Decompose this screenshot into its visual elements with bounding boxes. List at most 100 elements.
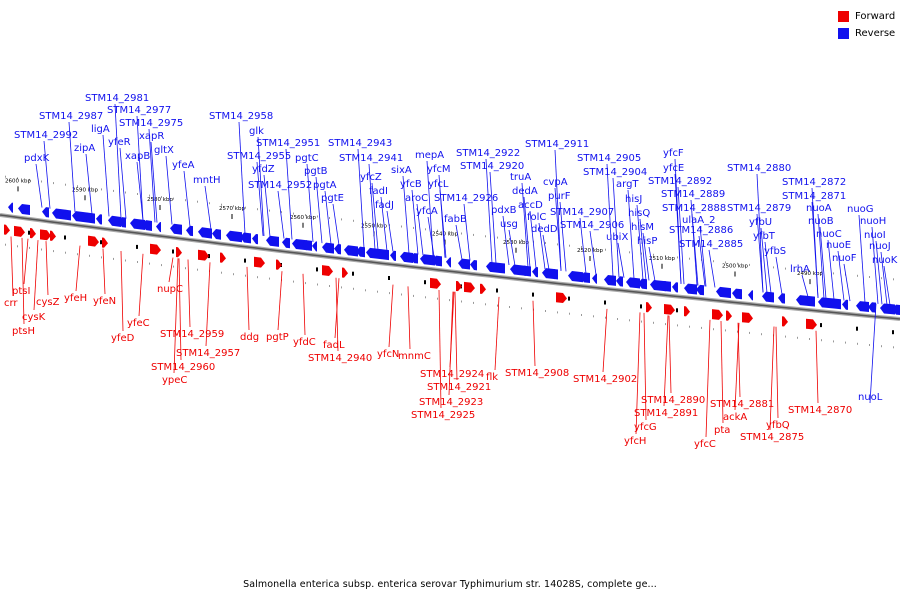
forward-gene-arrow (176, 247, 182, 258)
guide-dot (857, 342, 858, 345)
reverse-gene-label: STM14_2871 (782, 191, 846, 202)
forward-swatch (838, 11, 849, 22)
reverse-label-leader (648, 246, 656, 282)
tick-label: 2500 kbp (722, 263, 748, 269)
reverse-label-leader (371, 182, 379, 250)
reverse-gene-label: STM14_2904 (583, 167, 647, 178)
reverse-gene-label: yfeR (108, 137, 131, 148)
forward-gene-label: flk (486, 372, 498, 383)
reverse-gene-arrow (868, 302, 876, 313)
forward-label-leader (454, 291, 458, 381)
forward-gene-arrow (480, 283, 486, 294)
reverse-gene-label: pgtB (304, 166, 328, 177)
forward-gene-label: STM14_2925 (411, 410, 475, 421)
reverse-gene-arrow (42, 207, 49, 218)
reverse-label-leader (529, 210, 537, 269)
guide-dot (437, 297, 438, 300)
guide-dot (389, 224, 390, 227)
legend-item-forward: Forward (838, 9, 898, 24)
guide-dot (881, 277, 882, 280)
guide-dot (221, 271, 222, 274)
reverse-gene-arrow (660, 281, 671, 292)
guide-dot (521, 239, 522, 242)
forward-gene-label: STM14_2890 (641, 395, 705, 406)
reverse-gene-label: fadI (369, 186, 388, 197)
reverse-gene-arrow (604, 274, 616, 286)
guide-dot (449, 299, 450, 302)
forward-label-leader (602, 308, 608, 373)
forward-gene-arrow (646, 302, 652, 313)
guide-dot (137, 261, 138, 263)
forward-gene-arrow (726, 310, 732, 321)
guide-dot (245, 206, 246, 209)
reverse-gene-label: hisJ (625, 194, 642, 205)
reverse-gene-arrow (292, 238, 307, 251)
reverse-label-leader (68, 121, 76, 213)
reverse-gene-label: pdxK (24, 153, 50, 164)
forward-label-leader (494, 296, 500, 371)
guide-dot (353, 287, 354, 290)
reverse-label-leader (502, 215, 510, 266)
reverse-gene-arrow (226, 230, 242, 243)
guide-dot (317, 283, 318, 286)
forward-gene-label: yfeD (111, 333, 135, 344)
reverse-gene-arrow (156, 221, 161, 233)
reverse-gene-arrow (696, 284, 704, 296)
guide-dot (545, 242, 546, 244)
reverse-gene-label: yfcF (663, 148, 684, 159)
guide-dot (821, 339, 822, 342)
reverse-label-leader (455, 224, 463, 260)
minor-tick (892, 330, 894, 335)
reverse-gene-label: STM14_2992 (14, 130, 78, 141)
guide-dot (5, 243, 6, 246)
reverse-gene-arrow (732, 288, 742, 300)
guide-dot (65, 251, 66, 254)
forward-gene-label: STM14_2923 (419, 397, 483, 408)
reverse-label-leader (119, 147, 127, 219)
reverse-gene-label: dedD (531, 224, 558, 235)
reverse-gene-arrow (142, 220, 152, 231)
reverse-gene-label: STM14_2906 (560, 220, 624, 231)
guide-dot (665, 323, 666, 326)
forward-gene-label: nupC (157, 284, 183, 295)
reverse-label-leader (811, 201, 819, 298)
minor-tick (100, 240, 102, 245)
guide-dot (773, 266, 774, 269)
forward-gene-arrow (342, 267, 348, 278)
guide-dot (329, 217, 330, 219)
forward-label-leader (23, 238, 29, 285)
forward-gene-arrow (276, 259, 282, 270)
reverse-gene-arrow (446, 257, 451, 268)
reverse-gene-label: yfcM (427, 164, 451, 175)
guide-dot (605, 248, 606, 251)
reverse-label-leader (756, 173, 764, 293)
reverse-label-leader (43, 140, 51, 209)
reverse-gene-label: ubiX (606, 232, 628, 243)
reverse-label-leader (538, 222, 546, 270)
forward-gene-label: ptsI (12, 286, 30, 297)
forward-gene-label: ddg (240, 332, 259, 343)
reverse-gene-arrow (390, 250, 396, 261)
minor-tick (352, 271, 354, 276)
reverse-gene-label: truA (510, 172, 531, 183)
reverse-gene-arrow (84, 212, 95, 224)
guide-dot (209, 202, 210, 205)
forward-label-leader (102, 248, 106, 295)
reverse-gene-label: xapB (125, 151, 150, 162)
guide-dot (125, 191, 126, 194)
guide-dot (389, 292, 390, 295)
reverse-label-leader (698, 235, 706, 287)
forward-gene-label: yfeC (127, 318, 150, 329)
guide-dot (869, 276, 870, 278)
forward-gene-arrow (30, 228, 36, 239)
guide-dot (653, 321, 654, 324)
guide-dot (857, 274, 858, 277)
reverse-gene-arrow (568, 271, 583, 283)
guide-dot (485, 235, 486, 238)
reverse-gene-arrow (496, 262, 505, 274)
reverse-gene-arrow (322, 242, 334, 254)
guide-dot (761, 333, 762, 336)
tick-label: 2550 kbp (361, 223, 387, 229)
forward-gene-label: ypeC (162, 375, 187, 386)
reverse-label-leader (819, 226, 827, 299)
